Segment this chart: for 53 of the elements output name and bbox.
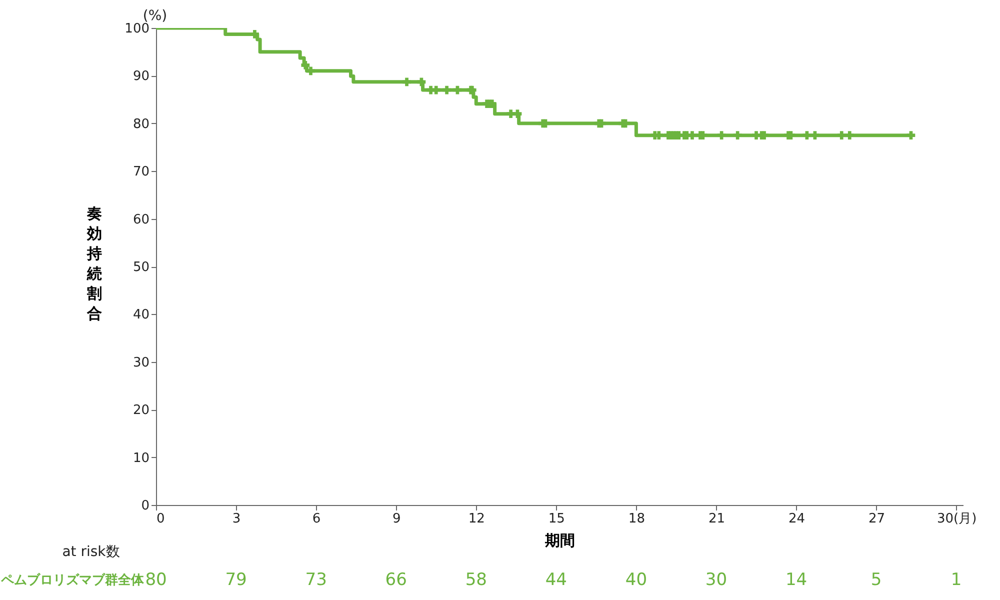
text: 44 [545,570,567,590]
y-tick-label: 40 [132,308,150,323]
text: 80 [145,570,167,590]
point [802,131,812,140]
x-tick-label: 6 [312,512,321,526]
point [432,86,440,94]
y-tick-label: 80 [132,116,150,132]
text: 14 [785,570,808,590]
point [906,131,916,140]
point [810,131,820,140]
text: 30 [705,570,728,590]
point [733,131,742,140]
y-tick-label: 70 [132,164,150,180]
y-tick-label: 60 [132,212,150,228]
y-tick-label: 10 [132,450,150,466]
point [442,86,451,94]
x-tick-label: 0 [156,512,165,526]
point [688,131,696,140]
point [845,131,854,140]
point [417,78,426,86]
text: at risk数 [62,544,120,560]
y-tick-label: 20 [132,403,150,418]
x-tick-label: 12 [468,512,485,526]
text: 40 [625,570,648,590]
x-tick-label: 9 [392,512,401,526]
text: 73 [305,570,327,590]
text: 58 [465,570,487,590]
y-tick-label: 0 [141,498,150,514]
text: 5 [870,570,882,590]
point [306,66,315,76]
point [301,61,310,70]
y-axis-title: 奏効持続割合 [86,204,102,322]
text: 79 [225,570,247,590]
y-tick-label: 50 [132,260,150,275]
point [402,78,411,86]
x-tick-label: 15 [548,512,565,526]
y-tick-label: 100 [124,22,150,36]
x-tick-label: 27 [868,512,886,526]
text: ペムブロリズマブ群全体 [0,572,145,588]
x-tick-label: 3 [232,512,241,526]
point [837,131,846,140]
y-tick-label: 90 [132,69,150,84]
x-axis-title: 期間 [544,532,575,550]
text: (%) [142,8,168,24]
x-tick-label: 24 [788,512,806,526]
point [717,131,726,140]
point [513,110,522,118]
x-tick-label: 18 [628,512,645,526]
y-tick-label: 30 [132,355,150,370]
x-tick-label: 30(月) [936,512,977,526]
text: 66 [385,570,407,590]
x-tick-label: 21 [708,512,726,526]
text: 1 [950,570,962,590]
